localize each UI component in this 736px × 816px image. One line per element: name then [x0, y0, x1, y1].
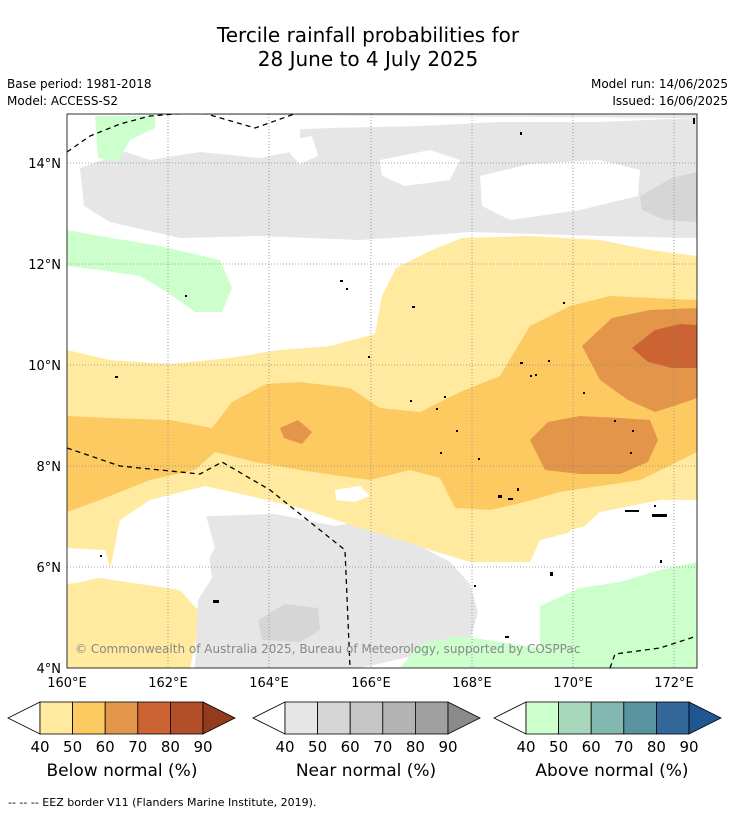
colorbar-swatch — [169, 701, 204, 735]
below-normal-70-region — [632, 324, 697, 368]
colorbar-swatch — [104, 701, 139, 735]
below-normal-label: Below normal (%) — [46, 761, 198, 781]
colorbar-swatch — [317, 701, 351, 735]
map-field: © Commonwealth of Australia 2025, Bureau… — [67, 114, 697, 668]
colorbar-tick-label: 70 — [373, 738, 392, 756]
colorbar-swatch — [382, 701, 416, 735]
colorbar-tick-label: 60 — [582, 738, 601, 756]
lat-label: 14°N — [28, 157, 61, 172]
colorbar-legends: 40 50 60 70 80 90 40 50 60 70 80 90 40 50 60 70 80 90 — [7, 701, 722, 756]
lat-label: 12°N — [28, 258, 61, 273]
lat-label: 10°N — [28, 359, 61, 374]
lon-label: 166°E — [351, 676, 391, 691]
lat-label: 4°N — [37, 662, 62, 677]
colorbar-tick-label: 70 — [614, 738, 633, 756]
colorbar-tick-label: 90 — [679, 738, 698, 756]
near-normal-region-south — [168, 514, 478, 668]
colorbar-tick-label: 70 — [128, 738, 147, 756]
colorbar-tick-label: 80 — [161, 738, 180, 756]
colorbar-arrow-high — [688, 701, 722, 735]
lon-label: 164°E — [249, 676, 289, 691]
colorbar-tick-label: 50 — [549, 738, 568, 756]
colorbar-arrow-high — [447, 701, 481, 735]
lon-label: 160°E — [47, 676, 87, 691]
colorbar-swatch — [558, 701, 592, 735]
colorbar-arrow-low — [252, 701, 286, 735]
colorbar-swatch — [525, 701, 559, 735]
colorbar-arrow-low — [493, 701, 527, 735]
colorbar-tick-label: 60 — [341, 738, 360, 756]
colorbar-swatch — [349, 701, 384, 735]
above-normal-region-southwest — [400, 562, 697, 668]
above-normal-region-west — [67, 230, 232, 312]
below-normal-60-region-south — [530, 416, 658, 474]
colorbar-tick-label: 50 — [308, 738, 327, 756]
title-line-1: Tercile rainfall probabilities for — [216, 23, 520, 47]
map-gridlines — [67, 114, 697, 668]
colorbar-tick-label: 40 — [275, 738, 294, 756]
colorbar-swatch — [656, 701, 690, 735]
longitude-labels: 160°E 162°E 164°E 166°E 168°E 170°E 172°… — [47, 676, 694, 691]
colorbar-tick-label: 60 — [96, 738, 115, 756]
above-normal-label: Above normal (%) — [535, 761, 689, 781]
colorbar-swatch — [72, 701, 106, 735]
lon-label: 172°E — [654, 676, 694, 691]
islands — [100, 118, 695, 638]
lat-label: 6°N — [37, 561, 62, 576]
lon-label: 168°E — [452, 676, 492, 691]
below-normal-60-patch-west — [280, 420, 312, 444]
colorbar-arrow-high — [202, 701, 236, 735]
near-normal-label: Near normal (%) — [295, 761, 437, 781]
near-normal-patch-south — [258, 604, 320, 642]
colorbar-swatch — [414, 701, 449, 735]
below-normal-40-west — [67, 578, 198, 668]
colorbar-swatch — [590, 701, 625, 735]
copyright-text: © Commonwealth of Australia 2025, Bureau… — [75, 642, 580, 656]
colorbar-swatch — [284, 701, 318, 735]
lat-label: 8°N — [37, 460, 62, 475]
colorbar-tick-label: 80 — [647, 738, 666, 756]
colorbar-tick-label: 40 — [516, 738, 535, 756]
base-period: Base period: 1981-2018 — [7, 77, 152, 91]
lon-label: 170°E — [553, 676, 593, 691]
lon-label: 162°E — [148, 676, 188, 691]
model-name: Model: ACCESS-S2 — [7, 94, 119, 108]
eez-footnote: -- -- -- EEZ border V11 (Flanders Marine… — [8, 796, 317, 809]
title-line-2: 28 June to 4 July 2025 — [257, 47, 479, 71]
model-run: Model run: 14/06/2025 — [590, 77, 728, 91]
colorbar-tick-label: 50 — [63, 738, 82, 756]
map-frame — [66, 113, 698, 669]
colorbar-swatch — [137, 701, 171, 735]
colorbar-swatch — [39, 701, 73, 735]
colorbar-tick-label: 80 — [406, 738, 425, 756]
latitude-labels: 14°N 12°N 10°N 8°N 6°N 4°N — [28, 157, 61, 677]
eez-borders — [67, 114, 697, 668]
colorbar-swatch — [623, 701, 657, 735]
colorbar-tick-label: 90 — [438, 738, 457, 756]
near-normal-patch-east — [640, 172, 697, 222]
colorbar-tick-label: 90 — [193, 738, 212, 756]
issued-date: Issued: 16/06/2025 — [612, 94, 728, 108]
colorbar-arrow-low — [7, 701, 41, 735]
colorbar-tick-label: 40 — [30, 738, 49, 756]
